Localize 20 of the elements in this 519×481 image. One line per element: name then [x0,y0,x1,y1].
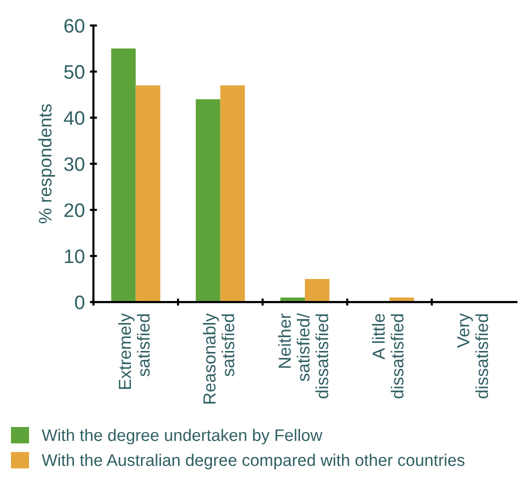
bar [220,85,245,302]
bar [111,48,136,302]
y-tick-label: 60 [64,18,84,33]
legend-label: With the degree undertaken by Fellow [42,428,322,444]
y-tick-label: 20 [64,203,84,218]
bar [304,279,330,302]
bar [136,85,160,302]
bar [196,99,220,302]
y-axis-title: % respondents [38,104,56,224]
x-tick-label: Neither satisfied/ dissatisfied [278,313,328,398]
y-tick-label: 10 [64,249,84,264]
y-tick-label: 30 [64,157,84,172]
y-tick-label: 50 [64,65,84,79]
x-tick-label: Extremely satisfied [118,313,150,389]
legend-label: With the Australian degree compared with other countries [42,454,464,470]
x-tick-label: Reasonably satisfied [202,313,234,404]
y-tick-label: 40 [64,111,84,125]
x-tick-label: Very dissatisfied [457,313,488,398]
y-tick-label: 0 [75,296,84,310]
x-tick-label: A little dissatisfied [372,314,404,398]
